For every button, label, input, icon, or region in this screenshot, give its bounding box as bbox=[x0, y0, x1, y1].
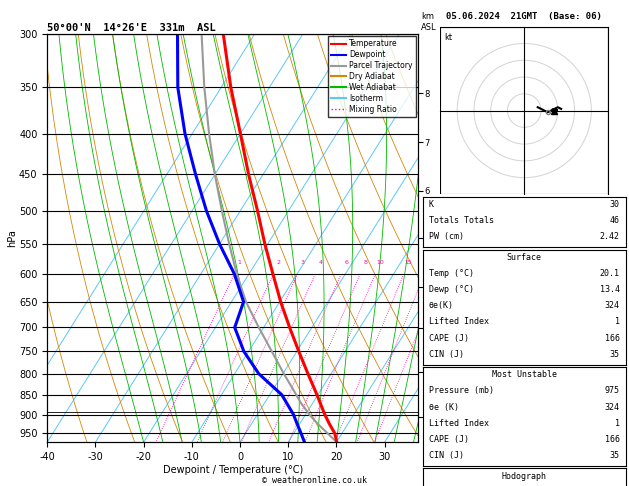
Text: 46: 46 bbox=[610, 216, 620, 226]
Text: 35: 35 bbox=[610, 451, 620, 460]
Text: Temp (°C): Temp (°C) bbox=[429, 269, 474, 278]
Text: 4: 4 bbox=[318, 260, 322, 265]
Text: 10: 10 bbox=[376, 260, 384, 265]
Y-axis label: hPa: hPa bbox=[8, 229, 18, 247]
Text: 3: 3 bbox=[301, 260, 304, 265]
Text: |||: ||| bbox=[511, 323, 525, 332]
Bar bbox=[440, 27, 608, 194]
Text: |||: ||| bbox=[511, 410, 525, 419]
Text: 8: 8 bbox=[363, 260, 367, 265]
Text: 166: 166 bbox=[604, 333, 620, 343]
Text: |||: ||| bbox=[511, 419, 525, 429]
Text: 05.06.2024  21GMT  (Base: 06): 05.06.2024 21GMT (Base: 06) bbox=[447, 12, 602, 21]
Text: CIN (J): CIN (J) bbox=[429, 349, 464, 359]
Text: 2: 2 bbox=[277, 260, 281, 265]
Text: θe(K): θe(K) bbox=[429, 301, 454, 311]
Text: km
ASL: km ASL bbox=[421, 12, 437, 32]
Text: |||: ||| bbox=[511, 129, 525, 138]
Text: 324: 324 bbox=[604, 301, 620, 311]
Text: © weatheronline.co.uk: © weatheronline.co.uk bbox=[262, 476, 367, 485]
Text: 1: 1 bbox=[238, 260, 242, 265]
Text: 2.42: 2.42 bbox=[600, 232, 620, 242]
Text: 50°00'N  14°26'E  331m  ASL: 50°00'N 14°26'E 331m ASL bbox=[47, 23, 216, 33]
Text: PW (cm): PW (cm) bbox=[429, 232, 464, 242]
Legend: Temperature, Dewpoint, Parcel Trajectory, Dry Adiabat, Wet Adiabat, Isotherm, Mi: Temperature, Dewpoint, Parcel Trajectory… bbox=[328, 36, 416, 117]
Text: 13.4: 13.4 bbox=[600, 285, 620, 295]
Text: 1: 1 bbox=[615, 317, 620, 327]
Text: LCL: LCL bbox=[422, 407, 437, 417]
Text: CAPE (J): CAPE (J) bbox=[429, 434, 469, 444]
Text: Most Unstable: Most Unstable bbox=[492, 370, 557, 380]
Text: Surface: Surface bbox=[507, 253, 542, 262]
Text: 15: 15 bbox=[404, 260, 413, 265]
Text: Dewp (°C): Dewp (°C) bbox=[429, 285, 474, 295]
Text: |||: ||| bbox=[511, 429, 525, 438]
Text: 6: 6 bbox=[344, 260, 348, 265]
Text: Totals Totals: Totals Totals bbox=[429, 216, 494, 226]
Text: 35: 35 bbox=[610, 349, 620, 359]
Text: Hodograph: Hodograph bbox=[502, 471, 547, 481]
Text: 20.1: 20.1 bbox=[600, 269, 620, 278]
Text: 1: 1 bbox=[615, 418, 620, 428]
Text: 166: 166 bbox=[604, 434, 620, 444]
Text: kt: kt bbox=[444, 34, 452, 42]
Text: |||: ||| bbox=[511, 30, 525, 38]
Text: Lifted Index: Lifted Index bbox=[429, 418, 489, 428]
X-axis label: Dewpoint / Temperature (°C): Dewpoint / Temperature (°C) bbox=[163, 465, 303, 475]
Text: CIN (J): CIN (J) bbox=[429, 451, 464, 460]
Text: Lifted Index: Lifted Index bbox=[429, 317, 489, 327]
Text: θe (K): θe (K) bbox=[429, 402, 459, 412]
Text: |||: ||| bbox=[511, 390, 525, 399]
Text: 324: 324 bbox=[604, 402, 620, 412]
Text: CAPE (J): CAPE (J) bbox=[429, 333, 469, 343]
Text: |||: ||| bbox=[511, 207, 525, 215]
Text: 975: 975 bbox=[604, 386, 620, 396]
Text: 30: 30 bbox=[610, 200, 620, 209]
Text: Pressure (mb): Pressure (mb) bbox=[429, 386, 494, 396]
Text: K: K bbox=[429, 200, 434, 209]
